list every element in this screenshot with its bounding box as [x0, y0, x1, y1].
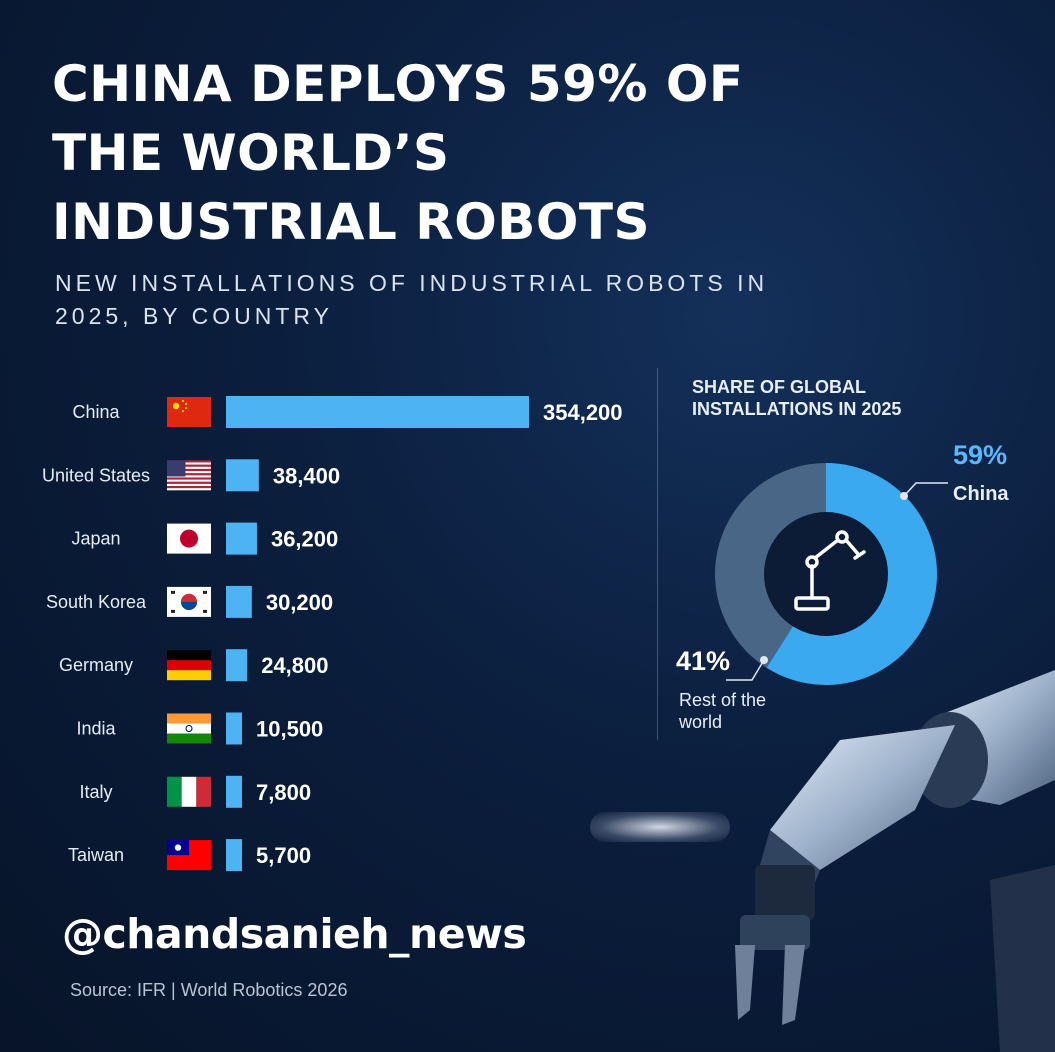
bar-taiwan — [226, 839, 242, 872]
category-label-taiwan: Taiwan — [68, 845, 124, 865]
value-label-japan: 36,200 — [271, 527, 338, 552]
value-label-italy: 7,800 — [256, 780, 311, 805]
bar-japan — [226, 522, 257, 555]
italy-flag-icon — [167, 776, 211, 807]
bar-germany — [226, 649, 248, 682]
chart-subtitle: NEW INSTALLATIONS OF INDUSTRIAL ROBOTS I… — [55, 270, 769, 329]
source-note: Source: IFR | World Robotics 2026 — [70, 980, 348, 1000]
category-label-united-states: United States — [42, 465, 150, 485]
bar-italy — [226, 775, 242, 808]
rest-share-label: Rest of the world — [679, 690, 767, 732]
china-share-label: China — [953, 483, 1009, 505]
category-label-south-korea: South Korea — [46, 592, 147, 612]
donut-title: SHARE OF GLOBAL INSTALLATIONS IN 2025 — [692, 377, 902, 419]
bar-india — [226, 712, 242, 745]
divider — [657, 368, 658, 740]
bar-united-states — [226, 459, 259, 492]
background-light — [590, 812, 730, 842]
chart-title: CHINA DEPLOYS 59% OF THE WORLD’S INDUSTR… — [52, 55, 744, 251]
value-label-india: 10,500 — [256, 717, 323, 742]
us-flag-icon — [167, 460, 211, 491]
germany-flag-icon — [167, 650, 211, 681]
robot-arm-illustration — [735, 670, 1055, 1052]
taiwan-flag-icon — [167, 840, 211, 871]
rest-share-value: 41% — [676, 646, 731, 676]
value-label-china: 354,200 — [543, 400, 623, 425]
india-flag-icon — [167, 713, 211, 744]
bar-china — [226, 396, 529, 428]
value-label-south-korea: 30,200 — [266, 590, 333, 615]
value-label-germany: 24,800 — [261, 653, 328, 678]
south-korea-flag-icon — [167, 586, 211, 617]
category-label-italy: Italy — [79, 782, 112, 802]
category-label-india: India — [76, 719, 116, 739]
category-label-germany: Germany — [59, 655, 133, 675]
bar-south-korea — [226, 585, 252, 618]
watermark: @chandsanieh_news — [62, 910, 527, 958]
value-label-taiwan: 5,700 — [256, 843, 311, 868]
category-label-china: China — [72, 402, 120, 422]
category-label-japan: Japan — [71, 529, 120, 549]
japan-flag-icon — [167, 523, 211, 554]
china-flag-icon — [167, 397, 211, 427]
china-share-value: 59% — [953, 440, 1008, 470]
value-label-united-states: 38,400 — [273, 463, 340, 488]
